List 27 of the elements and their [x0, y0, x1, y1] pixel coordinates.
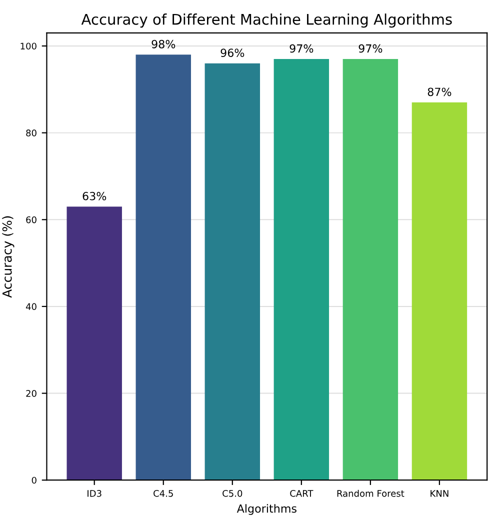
bar	[274, 58, 330, 480]
data-label: 96%	[220, 48, 244, 58]
y-tick-label: 60	[26, 216, 36, 224]
chart-title: Accuracy of Different Machine Learning Algorithms	[81, 14, 452, 28]
x-tick-label: KNN	[430, 490, 448, 497]
bar	[342, 58, 398, 480]
data-label: 63%	[82, 192, 106, 200]
bar	[204, 63, 260, 480]
data-label: 98%	[152, 40, 176, 48]
y-axis-title: Accuracy (%)	[2, 216, 14, 298]
y-tick-label: 100	[20, 42, 36, 50]
data-label: 97%	[290, 44, 314, 53]
y-tick-label: 0	[32, 476, 36, 484]
bar	[136, 54, 191, 480]
x-tick-label: CART	[290, 490, 314, 497]
x-tick-label: C4.5	[154, 490, 173, 497]
y-tick-label: 20	[26, 390, 36, 397]
x-axis-title: Algorithms	[236, 504, 296, 515]
y-tick-label: 80	[26, 130, 36, 136]
bar	[66, 206, 122, 480]
bar	[412, 102, 468, 480]
y-tick-label: 40	[26, 303, 36, 310]
data-label: 87%	[428, 88, 452, 96]
x-tick-label: Random Forest	[337, 490, 404, 497]
data-label: 97%	[358, 44, 382, 53]
x-tick-label: ID3	[88, 490, 102, 497]
x-tick-label: C5.0	[222, 490, 242, 497]
